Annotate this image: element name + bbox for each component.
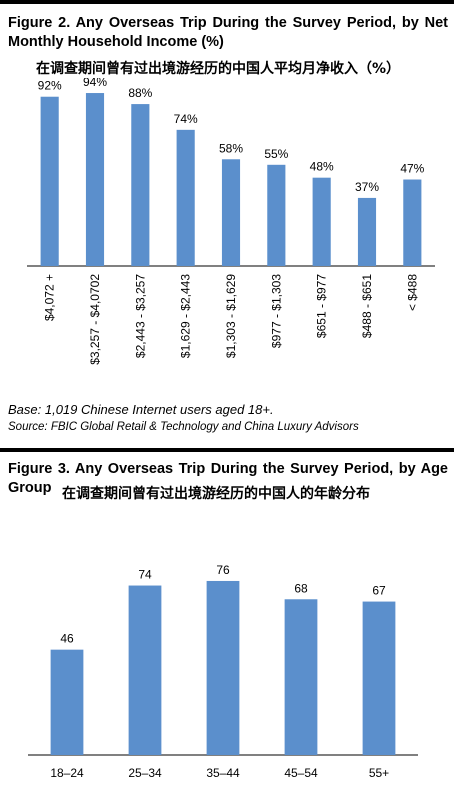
tick-label: $4,072 + [43,274,57,321]
tick-label: $651 - $977 [315,274,329,338]
figure-3-panel: Figure 3. Any Overseas Trip During the S… [0,448,454,790]
bar [267,164,286,266]
data-label: 74% [174,112,198,126]
data-label: 48% [310,160,334,174]
top-rule [0,448,454,452]
bar [40,96,59,266]
tick-label: $3,257 - $4,0702 [88,274,102,365]
bar [403,179,422,266]
tick-label: 25–34 [128,766,162,780]
figure-3-title: Figure 3. Any Overseas Trip During the S… [8,461,448,496]
bar [131,104,150,266]
data-label: 76 [216,563,230,577]
data-label: 92% [38,79,62,93]
bar [221,159,241,266]
data-label: 37% [355,180,379,194]
base-note: Base: 1,019 Chinese Internet users aged … [8,402,274,417]
data-label: 55% [264,147,288,161]
bar [284,599,318,755]
tick-label: 45–54 [284,766,318,780]
data-label: 47% [400,162,424,176]
top-rule [0,0,454,4]
bar [50,649,84,755]
bar [362,601,396,755]
bar [85,93,105,266]
data-label: 74 [138,568,152,582]
figure-2-chart: 92% $4,072 + 94% $3,257 - $4,0702 88% $2,443 … [27,78,435,365]
data-label: 68 [294,581,308,595]
tick-label: 55+ [369,766,389,780]
figure-2-panel: Figure 2. Any Overseas Trip During the S… [0,0,454,433]
bar [206,580,240,755]
data-label: 46 [60,632,74,646]
figure-2-title: Figure 2. Any Overseas Trip During the S… [8,15,448,50]
data-label: 58% [219,141,243,155]
tick-label: $2,443 - $3,257 [133,274,147,358]
data-label: 94% [83,78,107,89]
tick-label: $488 - $651 [360,274,374,338]
figure-3-subtitle-cn: 在调查期间曾有过出境游经历的中国人的年龄分布 [62,486,370,502]
bar [312,177,331,266]
figure-3-chart: 46 18–24 74 25–34 76 35–44 68 45–54 67 55+ [28,563,418,780]
tick-label: 35–44 [206,766,240,780]
data-label: 67 [372,584,386,598]
tick-label: 18–24 [50,766,84,780]
bar [128,585,162,755]
tick-label: $977 - $1,303 [269,274,283,348]
bar [357,197,377,266]
source-note: Source: FBIC Global Retail & Technology … [8,421,359,433]
tick-label: $1,303 - $1,629 [224,274,238,358]
bar [176,129,195,266]
figure-2-subtitle-cn: 在调查期间曾有过出境游经历的中国人平均月净收入（%） [36,61,401,77]
tick-label: < $488 [405,274,419,311]
tick-label: $1,629 - $2,443 [179,274,193,358]
data-label: 88% [128,86,152,100]
